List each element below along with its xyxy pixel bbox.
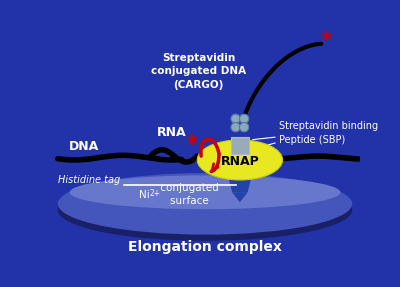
Text: RNA: RNA	[157, 127, 186, 139]
Text: *: *	[320, 30, 332, 52]
Polygon shape	[228, 177, 252, 192]
Ellipse shape	[197, 140, 282, 180]
Text: Elongation complex: Elongation complex	[128, 240, 282, 254]
FancyBboxPatch shape	[230, 137, 249, 154]
Text: Streptavidin binding
Peptide (SBP): Streptavidin binding Peptide (SBP)	[279, 121, 378, 145]
Text: DNA: DNA	[69, 139, 100, 153]
Ellipse shape	[58, 179, 352, 241]
Circle shape	[240, 114, 249, 123]
Ellipse shape	[58, 173, 352, 235]
Text: Ni: Ni	[139, 190, 153, 199]
Circle shape	[231, 114, 240, 123]
Ellipse shape	[70, 175, 340, 209]
Text: 2+: 2+	[149, 189, 160, 197]
Text: conjugated
    surface: conjugated surface	[157, 183, 219, 206]
Text: Streptavidin
conjugated DNA
(CARGO): Streptavidin conjugated DNA (CARGO)	[151, 53, 246, 90]
Polygon shape	[232, 192, 248, 202]
Text: RNAP: RNAP	[220, 155, 259, 168]
Circle shape	[231, 123, 240, 132]
Text: Histidine tag: Histidine tag	[58, 174, 120, 185]
Circle shape	[240, 123, 249, 132]
Text: *: *	[185, 133, 198, 156]
